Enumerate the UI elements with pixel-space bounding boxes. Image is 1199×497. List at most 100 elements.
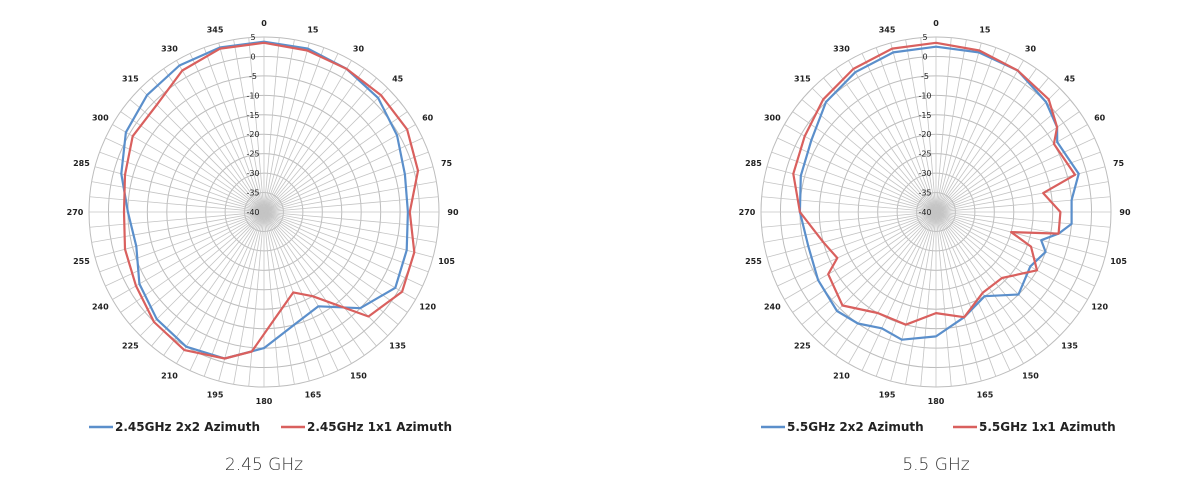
- radial-tick-label: -25: [918, 150, 931, 159]
- angle-tick-label: 45: [1064, 74, 1076, 83]
- angle-tick-label: 90: [1119, 208, 1131, 217]
- grid-spoke: [91, 181, 265, 213]
- grid-spoke: [784, 124, 937, 213]
- grid-spoke: [890, 42, 937, 213]
- grid-spoke: [935, 211, 1080, 313]
- grid-spoke: [935, 87, 1061, 213]
- grid-spoke: [935, 151, 1101, 213]
- grid-spoke: [861, 211, 937, 371]
- grid-spoke: [105, 211, 265, 287]
- angle-tick-label: 255: [745, 257, 762, 266]
- grid-spoke: [263, 211, 377, 347]
- grid-spoke: [263, 211, 429, 273]
- grid-spoke: [935, 124, 1088, 213]
- angle-tick-label: 75: [1113, 159, 1125, 168]
- grid-spoke: [112, 211, 265, 300]
- grid-spoke: [763, 181, 937, 213]
- grid-spoke: [935, 211, 1071, 325]
- grid-spoke: [263, 211, 339, 371]
- chart-panel-5-5ghz: 0 15 30 45 60 75 90 105 120 135 150 165 180 195 210 225…: [686, 0, 1199, 497]
- grid-spoke: [89, 196, 265, 213]
- grid-spoke: [218, 211, 265, 382]
- grid-spoke: [766, 211, 937, 258]
- grid-spoke: [263, 211, 365, 356]
- angle-tick-label: 285: [73, 159, 90, 168]
- grid-spoke: [935, 211, 1106, 258]
- grid-spoke: [139, 87, 265, 213]
- grid-spoke: [835, 211, 937, 356]
- radial-tick-label: -15: [918, 111, 931, 120]
- grid-spoke: [263, 87, 389, 213]
- polar-grid: [760, 36, 1112, 388]
- grid-spoke: [248, 37, 265, 213]
- grid-spoke: [263, 68, 365, 213]
- radial-tick-label: -20: [918, 130, 931, 139]
- chart-panel-2-45ghz: 0 15 30 45 60 75 90 105 120 135 150 165 180 195 210 225…: [14, 0, 574, 497]
- grid-spoke: [763, 211, 937, 243]
- angle-tick-label: 315: [794, 74, 811, 83]
- grid-spoke: [263, 211, 423, 287]
- grid-spoke: [777, 211, 937, 287]
- angle-tick-label: 15: [307, 25, 319, 34]
- series-line-2: [792, 41, 1077, 326]
- grid-spoke: [935, 111, 1080, 213]
- radial-tick-labels: 5 0 -5 -10 -15 -20 -25 -30 -35 -40: [918, 33, 931, 217]
- angle-tick-label: 210: [161, 372, 178, 381]
- angle-tick-label: 30: [1025, 44, 1037, 53]
- grid-spoke: [263, 211, 310, 382]
- grid-spoke: [766, 166, 937, 213]
- grid-spoke: [801, 99, 937, 213]
- series-line-2: [122, 41, 420, 360]
- grid-spoke: [263, 181, 437, 213]
- grid-spoke: [935, 211, 1111, 228]
- angle-tick-label: 195: [879, 391, 896, 400]
- grid-spoke: [163, 68, 265, 213]
- grid-spoke: [263, 211, 325, 377]
- grid-spoke: [263, 53, 339, 213]
- angle-tick-label: 300: [764, 114, 781, 123]
- angle-tick-label: 240: [764, 303, 781, 312]
- legend-label: 2.45GHz 1x1 Azimuth: [307, 420, 452, 434]
- angle-tick-label: 135: [389, 342, 406, 351]
- radial-tick-label: -5: [249, 72, 257, 81]
- angle-tick-labels: 0 15 30 45 60 75 90 105 120 135 150 165 180 195 210 225…: [67, 19, 459, 406]
- angle-tick-label: 345: [879, 25, 896, 34]
- grid-spoke: [771, 211, 937, 273]
- angle-tick-label: 300: [92, 114, 109, 123]
- grid-spoke: [189, 53, 265, 213]
- grid-spoke: [905, 39, 937, 213]
- grid-spoke: [91, 211, 265, 243]
- grid-spoke: [784, 211, 937, 300]
- grid-spoke: [935, 77, 1049, 213]
- grid-spoke: [176, 211, 265, 364]
- grid-spoke: [935, 211, 1011, 371]
- series-line-1: [798, 45, 1080, 341]
- grid-spoke: [935, 137, 1095, 213]
- grid-spoke: [935, 211, 997, 377]
- chart-caption: 5.5 GHz: [902, 455, 970, 475]
- grid-spoke: [263, 211, 416, 300]
- radial-tick-label: -10: [246, 91, 259, 100]
- grid-spoke: [935, 211, 1049, 347]
- grid-spoke: [233, 39, 265, 213]
- angle-tick-label: 165: [305, 391, 322, 400]
- grid-spoke: [935, 211, 1061, 337]
- grid-spoke: [203, 47, 265, 213]
- angle-tick-label: 30: [353, 44, 365, 53]
- grid-spoke: [94, 211, 265, 258]
- grid-spoke: [823, 77, 937, 213]
- grid-spoke: [263, 211, 295, 385]
- radial-tick-label: -40: [918, 208, 931, 217]
- angle-tick-label: 315: [122, 74, 139, 83]
- legend: 5.5GHz 2x2 Azimuth 5.5GHz 1x1 Azimuth: [761, 420, 1116, 434]
- angle-tick-label: 60: [422, 114, 434, 123]
- grid-spoke: [920, 37, 937, 213]
- angle-tick-label: 0: [261, 19, 267, 28]
- grid-spoke: [935, 211, 1109, 243]
- grid-spoke: [218, 42, 265, 213]
- chart-caption: 2.45 GHz: [224, 455, 304, 475]
- grid-spoke: [935, 53, 1011, 213]
- angle-tick-label: 120: [419, 303, 436, 312]
- radial-tick-label: -30: [246, 169, 259, 178]
- polar-chart-5-5ghz: 0 15 30 45 60 75 90 105 120 135 150 165 180 195 210 225…: [739, 19, 1131, 434]
